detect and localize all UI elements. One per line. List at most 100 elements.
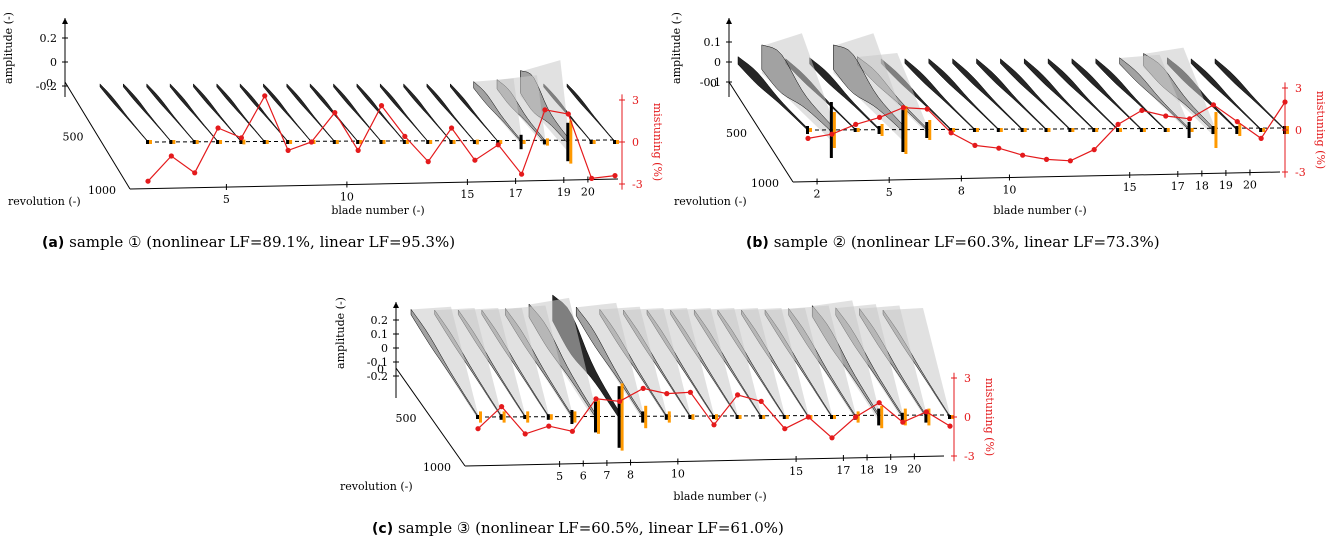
amplitude-axis-label: amplitude (-) bbox=[2, 12, 15, 84]
nonlinear-bar-blade-8 bbox=[641, 411, 645, 423]
caption-text: sample ① (nonlinear LF=89.1%, linear LF=… bbox=[69, 233, 455, 251]
envelope-blade-14 bbox=[403, 83, 452, 143]
linear-bar-blade-15 bbox=[475, 139, 479, 145]
mistuning-point-blade-14 bbox=[1115, 121, 1121, 127]
nonlinear-bar-blade-20 bbox=[589, 140, 593, 144]
mistuning-tick-label: -3 bbox=[964, 450, 975, 463]
mistuning-point-blade-11 bbox=[1043, 156, 1050, 162]
blade-tick-label: 20 bbox=[907, 463, 921, 476]
nonlinear-bar-blade-12 bbox=[735, 415, 739, 419]
revolution-axis-label: revolution (-) bbox=[674, 195, 747, 208]
nonlinear-bar-blade-9 bbox=[332, 140, 336, 144]
mistuning-point-blade-7 bbox=[285, 147, 291, 153]
mistuning-point-blade-5 bbox=[900, 105, 906, 111]
blade-tick-label: 10 bbox=[671, 468, 685, 481]
blade-axis-label: blade number (-) bbox=[673, 490, 766, 503]
blade-tick-label: 5 bbox=[556, 470, 563, 483]
mistuning-point-blade-9 bbox=[332, 110, 338, 116]
linear-bar-blade-1 bbox=[809, 128, 812, 132]
envelope-group bbox=[737, 33, 1286, 142]
amplitude-tick-label: 0.1 bbox=[704, 36, 722, 49]
revolution-tick-label: 1000 bbox=[423, 461, 451, 474]
mistuning-point-blade-7 bbox=[948, 130, 954, 136]
nonlinear-bar-blade-16 bbox=[830, 415, 833, 419]
linear-bar-blade-12 bbox=[405, 140, 409, 144]
nonlinear-bar-blade-14 bbox=[449, 140, 453, 144]
mistuning-point-blade-8 bbox=[972, 142, 978, 148]
mistuning-point-blade-19 bbox=[565, 111, 571, 117]
nonlinear-bar-blade-11 bbox=[712, 415, 715, 419]
nonlinear-bar-blade-1 bbox=[476, 415, 479, 419]
linear-bar-blade-2 bbox=[832, 112, 836, 148]
linear-bar-blade-6 bbox=[928, 120, 932, 140]
nonlinear-bar-blade-5 bbox=[901, 108, 905, 152]
mistuning-point-blade-5 bbox=[238, 135, 244, 141]
mistuning-point-blade-8 bbox=[640, 385, 646, 391]
mistuning-point-blade-11 bbox=[378, 103, 385, 109]
blade-tick-label: 8 bbox=[958, 185, 965, 198]
nonlinear-bar-blade-14 bbox=[1116, 128, 1120, 132]
amplitude-axis-arrow bbox=[393, 302, 399, 308]
revolution-tick-label: 0 bbox=[377, 363, 384, 376]
nonlinear-bar-blade-10 bbox=[356, 140, 360, 144]
linear-bar-blade-14 bbox=[452, 140, 456, 144]
chart-panel-b: 0.1 0 -0.1 amplitude (-) 0 500 1000 revolution … bbox=[668, 0, 1342, 262]
nonlinear-bar-blade-15 bbox=[472, 140, 476, 144]
mistuning-point-blade-10 bbox=[355, 147, 361, 153]
linear-bar-blade-17 bbox=[1190, 128, 1194, 132]
mistuning-point-blade-17 bbox=[853, 414, 859, 420]
linear-bar-blade-3 bbox=[195, 140, 199, 144]
caption-text: sample ③ (nonlinear LF=60.5%, linear LF=… bbox=[398, 519, 784, 537]
mistuning-point-blade-18 bbox=[876, 400, 882, 406]
blade-tick-label: 5 bbox=[886, 186, 893, 199]
blade-tick-label: 20 bbox=[1243, 179, 1257, 192]
mistuning-point-blade-16 bbox=[495, 142, 501, 148]
amplitude-tick-label: 0 bbox=[381, 342, 388, 355]
mistuning-point-blade-15 bbox=[472, 157, 478, 163]
mistuning-point-blade-1 bbox=[805, 135, 811, 141]
mistuning-point-blade-19 bbox=[900, 419, 906, 425]
linear-bar-blade-2 bbox=[502, 411, 506, 423]
caption-tag: (b) bbox=[746, 235, 774, 251]
blade-axis-label: blade number (-) bbox=[331, 204, 424, 217]
mistuning-point-blade-21 bbox=[947, 423, 953, 429]
blade-tick-label: 15 bbox=[1123, 181, 1137, 194]
mistuning-point-blade-9 bbox=[664, 391, 670, 397]
mistuning-point-blade-14 bbox=[448, 125, 455, 131]
linear-bar-blade-9 bbox=[335, 140, 339, 144]
nonlinear-bar-blade-8 bbox=[972, 128, 976, 132]
linear-bar-blade-12 bbox=[738, 415, 742, 419]
linear-bar-blade-13 bbox=[762, 415, 766, 419]
mistuning-point-blade-18 bbox=[1210, 102, 1217, 108]
linear-bar-blade-8 bbox=[975, 128, 979, 132]
revolution-axis bbox=[728, 81, 794, 183]
linear-bar-blade-3 bbox=[526, 411, 530, 423]
bars-group bbox=[806, 102, 1289, 158]
mistuning-point-blade-10 bbox=[1020, 152, 1026, 158]
mistuning-point-blade-8 bbox=[308, 139, 315, 145]
nonlinear-bar-blade-6 bbox=[925, 122, 929, 138]
bars-group bbox=[146, 120, 619, 164]
nonlinear-bar-blade-17 bbox=[1187, 122, 1191, 138]
mistuning-point-blade-17 bbox=[1187, 116, 1193, 122]
mistuning-point-blade-2 bbox=[829, 131, 835, 137]
nonlinear-bar-blade-12 bbox=[402, 140, 406, 144]
nonlinear-bar-blade-5 bbox=[570, 410, 574, 424]
nonlinear-bar-blade-20 bbox=[924, 411, 928, 423]
blade-tick-label: 10 bbox=[1002, 184, 1016, 197]
nonlinear-bar-blade-5 bbox=[239, 140, 243, 144]
linear-bar-blade-20 bbox=[927, 408, 931, 426]
nonlinear-bar-blade-13 bbox=[1092, 128, 1096, 132]
envelope-blade-6 bbox=[216, 83, 266, 143]
nonlinear-bar-blade-18 bbox=[877, 408, 881, 426]
mistuning-tick-label: 0 bbox=[1295, 124, 1302, 137]
mistuning-tick-label: 0 bbox=[964, 411, 971, 424]
envelope-blade-21 bbox=[566, 83, 616, 143]
nonlinear-bar-blade-13 bbox=[426, 140, 430, 144]
blade-tick-label: 15 bbox=[789, 465, 803, 478]
nonlinear-bar-blade-3 bbox=[853, 128, 857, 132]
amplitude-tick-label: -0.2 bbox=[367, 370, 388, 383]
envelope-blade-15 bbox=[426, 83, 476, 143]
mistuning-tick-label: 3 bbox=[632, 94, 639, 107]
